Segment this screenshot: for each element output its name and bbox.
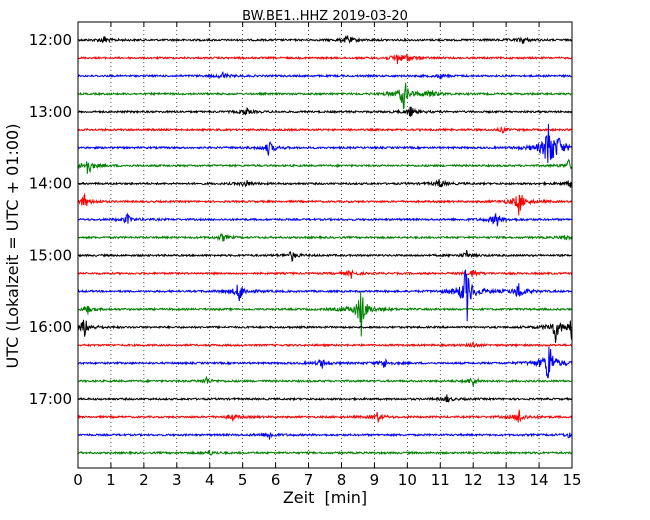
seismic-trace (77, 341, 573, 348)
x-tick-label: 11 (431, 471, 450, 489)
seismic-trace (77, 269, 573, 279)
y-tick-label: 12:00 (29, 31, 72, 49)
y-tick-label: 13:00 (29, 103, 72, 121)
seismic-trace (77, 431, 573, 440)
seismic-trace (77, 269, 573, 322)
seismic-trace (77, 291, 573, 337)
seismic-trace (77, 409, 573, 423)
seismic-trace (77, 53, 573, 65)
seismic-trace (77, 158, 573, 174)
plot-frame (77, 21, 573, 469)
x-tick-label: 5 (238, 471, 248, 489)
x-tick-label: 9 (370, 471, 380, 489)
y-axis-label: UTC (Lokalzeit = UTC + 01:00) (3, 124, 22, 369)
seismic-trace (77, 232, 573, 242)
trace-lines (77, 34, 573, 456)
x-tick-label: 0 (73, 471, 83, 489)
seismic-trace (77, 34, 573, 45)
x-axis-label: Zeit [min] (283, 488, 367, 507)
seismic-trace (77, 192, 573, 216)
grid-lines (110, 22, 540, 468)
seismic-trace (77, 249, 573, 262)
seismic-trace (77, 319, 573, 343)
seismic-trace (77, 123, 573, 163)
x-tick-label: 13 (497, 471, 516, 489)
y-tick-label: 14:00 (29, 175, 72, 193)
x-tick-label: 7 (304, 471, 314, 489)
seismic-trace (77, 375, 573, 387)
y-tick-label: 16:00 (29, 318, 72, 336)
x-tick-label: 6 (271, 471, 281, 489)
seismic-trace (77, 71, 573, 80)
axis-ticks: 0 1 2 3 4 5 6 7 8 9 10 11 12 13 14 1512:0013:0014:0015:… (29, 22, 582, 489)
seismic-trace (77, 106, 573, 117)
y-tick-label: 17:00 (29, 390, 72, 408)
x-tick-label: 2 (139, 471, 149, 489)
seismic-trace (77, 126, 573, 134)
x-tick-label: 1 (106, 471, 116, 489)
seismic-trace (77, 346, 573, 379)
x-tick-label: 15 (562, 471, 581, 489)
seismic-trace (77, 449, 573, 456)
seismic-trace (77, 212, 573, 227)
chart-title: BW.BE1..HHZ 2019-03-20 (242, 9, 408, 24)
seismic-trace (77, 179, 573, 189)
seismic-trace (77, 82, 573, 110)
x-tick-label: 3 (172, 471, 182, 489)
seismic-trace (77, 394, 573, 403)
x-tick-label: 14 (530, 471, 549, 489)
y-tick-label: 15:00 (29, 246, 72, 264)
x-tick-label: 8 (337, 471, 347, 489)
x-tick-label: 12 (464, 471, 483, 489)
x-tick-label: 4 (205, 471, 215, 489)
x-tick-label: 10 (398, 471, 417, 489)
